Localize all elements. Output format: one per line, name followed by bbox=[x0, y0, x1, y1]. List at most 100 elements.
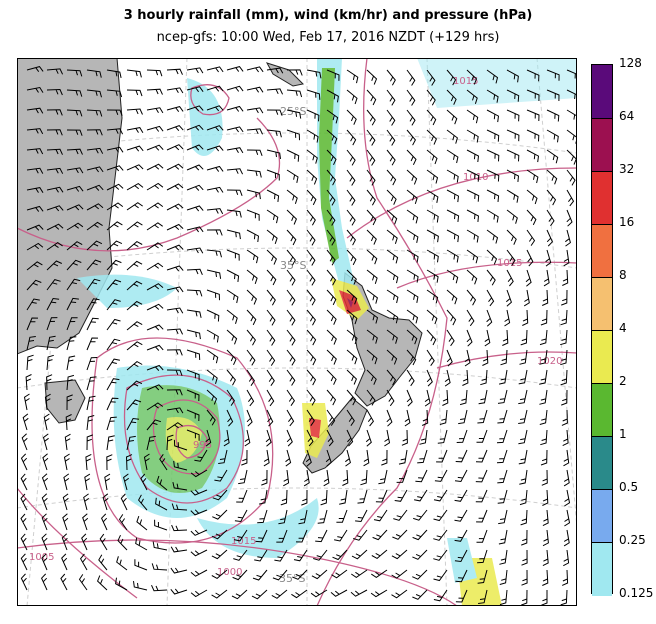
wind-barb bbox=[26, 298, 40, 311]
wind-barb bbox=[186, 144, 204, 151]
wind-barb bbox=[326, 69, 340, 81]
wind-barb bbox=[404, 409, 411, 427]
wind-barb bbox=[346, 129, 357, 146]
wind-barb bbox=[66, 297, 79, 311]
wind-barb bbox=[46, 317, 58, 331]
wind-barb bbox=[446, 349, 453, 367]
wind-barb bbox=[246, 66, 264, 73]
wind-barb bbox=[563, 529, 570, 547]
wind-barb bbox=[266, 67, 284, 74]
wind-barb bbox=[46, 205, 64, 212]
wind-barb bbox=[146, 242, 164, 251]
wind-barb bbox=[186, 247, 204, 254]
wind-barb bbox=[106, 89, 123, 98]
wind-barb bbox=[306, 369, 317, 386]
wind-barb bbox=[339, 489, 348, 505]
wind-barb bbox=[506, 169, 520, 182]
wind-barb bbox=[506, 249, 516, 266]
wind-barb bbox=[446, 109, 458, 125]
wind-barb bbox=[126, 321, 143, 331]
wind-barb bbox=[106, 338, 121, 351]
wind-barb bbox=[540, 449, 548, 466]
wind-barb bbox=[433, 549, 448, 561]
wind-barb bbox=[560, 349, 568, 366]
wind-barb bbox=[166, 183, 184, 191]
wind-barb bbox=[226, 249, 240, 261]
wind-barb bbox=[386, 389, 395, 407]
wind-barb bbox=[426, 149, 438, 165]
wind-barb bbox=[186, 226, 204, 233]
wind-barb bbox=[446, 69, 457, 86]
wind-barb bbox=[146, 262, 164, 271]
wind-barb bbox=[86, 166, 104, 173]
wind-barb bbox=[278, 509, 288, 525]
wind-barb bbox=[406, 229, 419, 243]
wind-barb bbox=[86, 278, 101, 291]
wind-barb bbox=[246, 309, 257, 326]
wind-barb bbox=[506, 149, 520, 162]
wind-barb bbox=[41, 473, 49, 491]
wind-barb bbox=[212, 509, 228, 520]
wind-barb bbox=[415, 469, 428, 483]
wind-barb bbox=[232, 569, 248, 581]
wind-barb bbox=[566, 69, 577, 79]
wind-barb bbox=[211, 589, 228, 599]
wind-barb bbox=[86, 415, 95, 431]
rain-patches bbox=[77, 58, 577, 606]
wind-barb bbox=[258, 489, 268, 505]
wind-barb bbox=[46, 374, 53, 391]
wind-barb bbox=[433, 489, 448, 502]
wind-barb bbox=[146, 283, 164, 291]
wind-barb bbox=[286, 329, 296, 346]
wind-barb bbox=[212, 489, 228, 501]
wind-barb bbox=[526, 249, 534, 267]
wind-barb bbox=[226, 85, 244, 92]
wind-barb bbox=[46, 109, 63, 116]
wind-barb bbox=[371, 569, 388, 579]
wind-barb bbox=[106, 183, 124, 191]
wind-barb bbox=[346, 269, 357, 285]
wind-barb bbox=[166, 223, 184, 231]
wind-barb bbox=[66, 109, 83, 117]
wind-barb bbox=[366, 229, 377, 245]
wind-barb bbox=[286, 289, 296, 306]
colorbar-band bbox=[592, 383, 612, 437]
wind-barb bbox=[326, 269, 337, 286]
wind-barb bbox=[426, 369, 433, 387]
colorbar-band bbox=[592, 224, 612, 278]
wind-barb bbox=[226, 147, 244, 154]
wind-barb bbox=[186, 67, 204, 74]
wind-barb bbox=[326, 349, 337, 365]
colorbar-label: 32 bbox=[619, 162, 635, 176]
wind-barb bbox=[186, 124, 204, 131]
chart-title: 3 hourly rainfall (mm), wind (km/hr) and… bbox=[123, 8, 533, 23]
wind-barb bbox=[562, 269, 569, 286]
colorbar-band bbox=[592, 330, 612, 384]
wind-barb bbox=[66, 148, 83, 155]
wind-barb bbox=[226, 369, 237, 386]
wind-barb bbox=[563, 469, 570, 487]
wind-barb bbox=[317, 509, 328, 524]
wind-barb bbox=[286, 149, 300, 162]
isobar-label: 1015 bbox=[231, 536, 256, 547]
wind-barb bbox=[437, 429, 448, 444]
wind-barb bbox=[206, 309, 220, 322]
wind-barb bbox=[477, 549, 488, 564]
wind-barb bbox=[146, 202, 164, 211]
colorbar bbox=[591, 64, 613, 596]
wind-barb bbox=[20, 493, 28, 511]
wind-barb bbox=[186, 369, 200, 381]
wind-barb bbox=[106, 416, 117, 431]
wind-barb bbox=[306, 249, 316, 266]
wind-barb bbox=[206, 389, 218, 405]
wind-barb bbox=[166, 434, 174, 451]
wind-barb bbox=[286, 369, 296, 386]
wind-barb bbox=[496, 429, 508, 444]
wind-barb bbox=[486, 109, 500, 123]
wind-barb bbox=[206, 289, 220, 301]
wind-barb bbox=[391, 569, 408, 579]
wind-barb bbox=[206, 229, 223, 236]
wind-barb bbox=[414, 489, 428, 502]
wind-barb bbox=[486, 129, 500, 142]
isobars bbox=[17, 58, 577, 606]
